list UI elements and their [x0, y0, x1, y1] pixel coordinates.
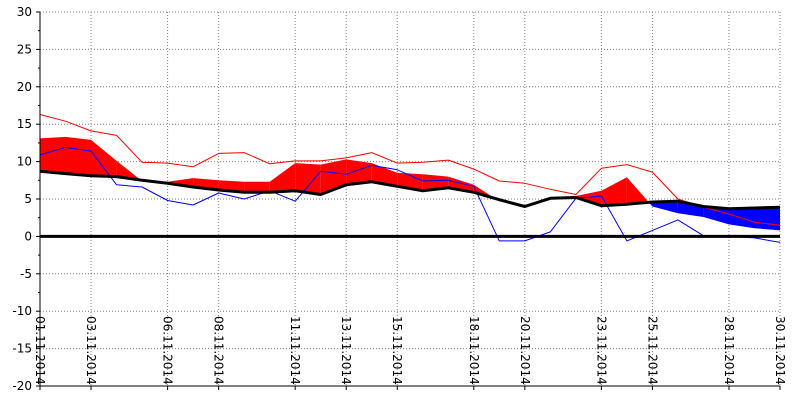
y-tick-label: 5 — [24, 192, 32, 206]
y-tick-label: 10 — [17, 155, 32, 169]
band-above-segment — [473, 184, 496, 199]
band-above-segment — [371, 163, 398, 187]
x-tick-label: 28.11.2014 — [722, 316, 736, 385]
x-tick-label: 06.11.2014 — [161, 316, 175, 385]
series-line-base — [39, 169, 781, 211]
axes — [36, 11, 781, 390]
y-tick-labels: 30 25 20 15 10 5 0 -5 -10 -15 -20 — [12, 5, 32, 393]
band-above-segment — [626, 177, 649, 205]
band-below-segment — [677, 201, 704, 217]
y-tick-label: -15 — [12, 342, 32, 356]
y-tick-label: 25 — [17, 42, 32, 56]
series-line-red — [39, 114, 781, 226]
series-lines — [39, 114, 781, 243]
band-above-segment — [65, 136, 91, 176]
y-tick-label: 30 — [17, 5, 32, 19]
x-tick-labels: 01.11.2014 03.11.2014 06.11.2014 08.11.2014… — [33, 316, 787, 385]
band-above-segment — [575, 190, 602, 206]
band-above-segment — [346, 159, 372, 185]
band-above-segment — [40, 136, 66, 174]
x-tick-label: 25.11.2014 — [645, 316, 659, 385]
x-tick-label: 20.11.2014 — [518, 316, 532, 385]
band-below-segment — [754, 207, 780, 231]
band-below-segment — [703, 206, 729, 225]
band-above-segment — [269, 163, 296, 193]
band-below-segment — [652, 201, 678, 214]
band-above-segment — [295, 163, 321, 195]
x-tick-label: 23.11.2014 — [594, 316, 608, 385]
x-tick-label: 13.11.2014 — [339, 316, 353, 385]
y-tick-label: -5 — [20, 267, 32, 281]
x-tick-label: 03.11.2014 — [84, 316, 98, 385]
band-above-segment — [422, 174, 449, 191]
x-tick-label: 01.11.2014 — [33, 316, 47, 385]
series-line-blue — [39, 146, 781, 243]
y-tick-label: -20 — [12, 379, 32, 393]
x-tick-label: 08.11.2014 — [212, 316, 226, 385]
band-above-segment — [244, 181, 270, 193]
band-above-segment — [91, 139, 117, 177]
x-tick-label: 30.11.2014 — [773, 316, 787, 385]
y-tick-label: 0 — [24, 229, 32, 243]
x-tick-label: 15.11.2014 — [390, 316, 404, 385]
band-above-segment — [116, 160, 141, 181]
x-tick-label: 11.11.2014 — [288, 316, 302, 385]
y-tick-label: -10 — [12, 304, 32, 318]
x-tick-label: 18.11.2014 — [467, 316, 481, 385]
band-above-segment — [601, 177, 627, 206]
y-tick-label: 20 — [17, 80, 32, 94]
y-tick-label: 15 — [17, 117, 32, 131]
